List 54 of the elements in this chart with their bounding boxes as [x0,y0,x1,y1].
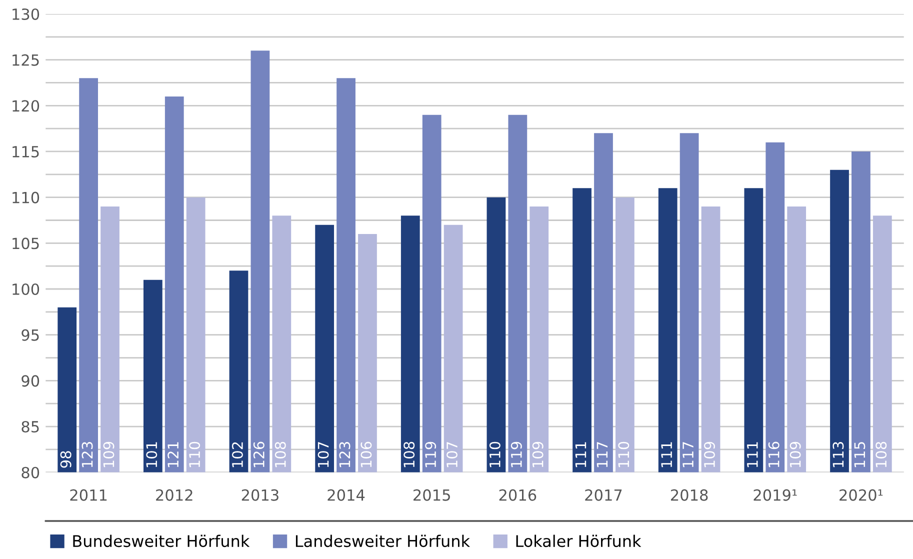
x-tick-label: 2018 [670,489,708,501]
data-label: 119 [510,442,522,468]
data-label: 101 [146,442,158,468]
data-label: 106 [360,442,372,468]
data-label: 126 [253,442,264,468]
data-label: 123 [82,442,93,468]
data-label: 111 [575,442,586,468]
y-tick-label: 125 [12,54,39,66]
x-tick-label: 2012 [156,489,192,501]
x-tick-label: 2019¹ [754,489,797,501]
data-label: 123 [339,442,350,468]
y-tick-label: 120 [12,100,40,112]
y-tick-label: 100 [12,283,40,296]
legend-label: Landesweiter Hörfunk [296,534,470,548]
data-label: 108 [404,442,415,468]
data-label: 111 [661,442,672,468]
data-label: 117 [682,442,694,468]
data-label: 109 [532,442,544,468]
x-tick-label: 2016 [499,489,536,501]
legend-label: Lokaler Hörfunk [516,534,642,548]
data-label: 110 [189,442,200,468]
x-tick-label: 2011 [70,489,107,501]
y-tick-label: 90 [22,375,40,387]
y-tick-label: 115 [12,146,39,158]
x-tick-label: 2020¹ [840,489,883,501]
data-label: 102 [232,442,243,468]
legend-label: Bundesweiter Hörfunk [73,534,250,548]
data-label: 117 [596,442,608,468]
data-label: 98 [60,451,72,468]
data-label: 109 [704,442,715,468]
data-label: 113 [832,442,844,468]
data-label: 121 [168,442,178,468]
x-tick-label: 2017 [585,489,622,501]
data-label: 107 [446,442,458,468]
data-label: 115 [854,442,866,468]
x-tick-label: 2015 [414,489,450,501]
y-tick-label: 110 [12,192,40,204]
y-tick-label: 80 [22,466,40,478]
data-label: 108 [274,442,286,468]
data-label: 109 [790,442,801,468]
data-label: 119 [425,442,436,468]
y-tick-label: 85 [22,420,39,433]
data-label: 116 [768,442,780,468]
y-tick-label: 130 [12,8,40,20]
y-tick-label: 105 [12,238,39,250]
x-tick-label: 2014 [328,489,365,501]
data-label: 110 [489,442,500,468]
data-label: 109 [103,442,114,468]
data-label: 110 [618,442,630,468]
data-label: 111 [747,442,758,468]
y-tick-label: 95 [22,329,39,341]
data-label: 107 [318,442,329,468]
data-label: 108 [876,442,887,468]
x-tick-label: 2013 [242,489,278,501]
